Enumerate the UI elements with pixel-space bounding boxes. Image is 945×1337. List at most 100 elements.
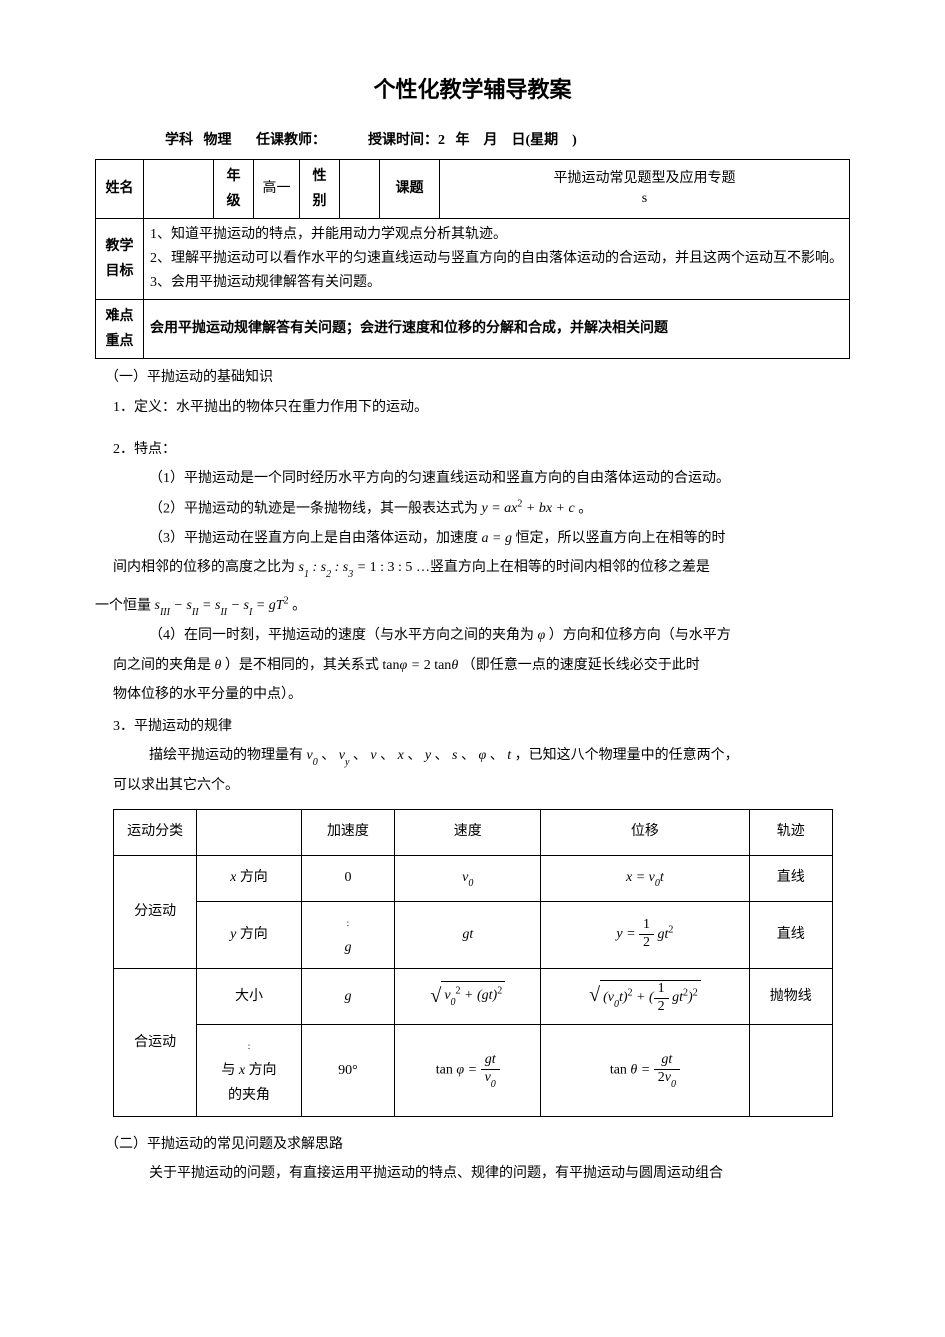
p2-4-line3: 物体位移的水平分量的中点）。: [95, 680, 850, 709]
p2-3f: 。: [289, 598, 307, 613]
cell-angle-disp: tan θ = gt2v0: [541, 1024, 749, 1117]
p2-3-line3: 一个恒量 sIII − sII = sII − sI = gT2 。: [95, 591, 850, 621]
gender-value: [340, 159, 380, 218]
p2-3c: 间内相邻的位移的高度之比为: [113, 560, 299, 575]
ratio-formula: s1 : s2 : s3 = 1 : 3 : 5: [299, 560, 413, 575]
grade-label: 年级: [214, 159, 254, 218]
info-table: 姓名 年级 高一 性别 课题 平抛运动常见题型及应用专题 s 教学 目标 1、知…: [95, 159, 850, 359]
table-row: 合运动 大小 g √v02 + (gt)2 √(v0t)2 + (12 gt2)…: [114, 968, 833, 1024]
th-traj: 轨迹: [749, 809, 832, 855]
cell-x-traj: 直线: [749, 855, 832, 901]
p3-b: ，已知这八个物理量中的任意两个，: [511, 748, 739, 763]
cell-mag-traj: 抛物线: [749, 968, 832, 1024]
p2-3b: 恒定，所以竖直方向上在相等的时: [512, 531, 726, 546]
p2-3-line1: （3）平抛运动在竖直方向上是自由落体运动，加速度 a = g 恒定，所以竖直方向…: [95, 524, 850, 553]
meta-line: 学科 物理 任课教师： 授课时间：2 年 月 日(星期 ): [95, 128, 850, 153]
difficulty-text: 会用平抛运动规律解答有关问题；会进行速度和位移的分解和合成，并解决相关问题: [144, 299, 850, 358]
name-label: 姓名: [96, 159, 144, 218]
topic-label: 课题: [380, 159, 440, 218]
p2-2a: （2）平抛运动的轨迹是一条抛物线，其一般表达式为: [149, 501, 482, 516]
day-label: 日(星期: [512, 128, 559, 153]
p1-text: 水平抛出的物体只在重力作用下的运动。: [176, 400, 428, 415]
year-label: 年: [456, 128, 470, 153]
topic-line2: s: [642, 191, 647, 206]
cell-x-disp: x = v0t: [541, 855, 749, 901]
cell-angle-dir: :与 x 方向的夹角: [197, 1024, 301, 1117]
page-title: 个性化教学辅导教案: [95, 70, 850, 110]
cell-y-dir: y 方向: [197, 901, 301, 968]
p2-3d: …竖直方向上在相等的时间内相邻的位移之差是: [412, 560, 710, 575]
th-disp: 位移: [541, 809, 749, 855]
objectives-cell: 1、知道平抛运动的特点，并能用动力学观点分析其轨迹。 2、理解平抛运动可以看作水…: [144, 219, 850, 299]
th-dir: [197, 809, 301, 855]
cell-mag-acc: g: [301, 968, 395, 1024]
cell-cat-sub: 分运动: [114, 855, 197, 968]
table-row: y 方向 :g gt y = 12 gt2 直线: [114, 901, 833, 968]
section1-head: （一）平抛运动的基础知识: [95, 365, 850, 390]
table-header-row: 运动分类 加速度 速度 位移 轨迹: [114, 809, 833, 855]
const-diff-formula: sIII − sII = sII − sI = gT2: [155, 598, 289, 613]
cell-y-disp: y = 12 gt2: [541, 901, 749, 968]
teacher-label: 任课教师：: [256, 128, 326, 153]
p2-4e: （即任意一点的速度延长线必交于此时: [458, 658, 700, 673]
a-eq-g: a = g: [482, 531, 512, 546]
p2-3a: （3）平抛运动在竖直方向上是自由落体运动，加速度: [149, 531, 482, 546]
th-cat: 运动分类: [114, 809, 197, 855]
p1-label: 1．定义：: [113, 400, 176, 415]
obj-line2: 2、理解平抛运动可以看作水平的匀速直线运动与竖直方向的自由落体运动的合运动，并且…: [150, 247, 843, 271]
p2-2: （2）平抛运动的轨迹是一条抛物线，其一般表达式为 y = ax2 + bx + …: [95, 494, 850, 524]
cell-angle-vel: tan φ = gtv0: [395, 1024, 541, 1117]
formula-table: 运动分类 加速度 速度 位移 轨迹 分运动 x 方向 0 v0 x = v0t …: [113, 809, 833, 1118]
month-label: 月: [484, 128, 498, 153]
cell-cat-comb: 合运动: [114, 968, 197, 1116]
name-value: [144, 159, 214, 218]
p2-4a: （4）在同一时刻，平抛运动的速度（与水平方向之间的夹角为: [149, 628, 538, 643]
cell-angle-acc: 90°: [301, 1024, 395, 1117]
obj-line1: 1、知道平抛运动的特点，并能用动力学观点分析其轨迹。: [150, 223, 843, 247]
p2-label: 2．特点：: [95, 436, 850, 464]
def-line: 1．定义：水平抛出的物体只在重力作用下的运动。: [95, 394, 850, 422]
grade-value: 高一: [254, 159, 300, 218]
p3-a: 描绘平抛运动的物理量有: [149, 748, 307, 763]
p2-4c: 向之间的夹角是: [113, 658, 215, 673]
section2-text: 关于平抛运动的问题，有直接运用平抛运动的特点、规律的问题，有平抛运动与圆周运动组…: [95, 1159, 850, 1188]
cell-x-vel: v0: [395, 855, 541, 901]
p3-label: 3．平抛运动的规律: [95, 713, 850, 741]
p2-4b: ）方向和位移方向（与水平方: [545, 628, 731, 643]
p2-4d: ）是不相同的，其关系式: [221, 658, 382, 673]
tan-rel: tanφ = 2 tanθ: [382, 658, 458, 673]
cell-angle-traj: [749, 1024, 832, 1117]
subject-label: 学科: [165, 128, 193, 153]
p3-line2: 可以求出其它六个。: [95, 771, 850, 800]
obj-line3: 3、会用平抛运动规律解答有关问题。: [150, 271, 843, 295]
cell-y-vel: gt: [395, 901, 541, 968]
topic-value: 平抛运动常见题型及应用专题 s: [440, 159, 850, 218]
subject-value: 物理: [204, 128, 232, 153]
table-row: :与 x 方向的夹角 90° tan φ = gtv0 tan θ = gt2v…: [114, 1024, 833, 1117]
p2-3-line2: 间内相邻的位移的高度之比为 s1 : s2 : s3 = 1 : 3 : 5 ……: [95, 553, 850, 583]
table-row: 分运动 x 方向 0 v0 x = v0t 直线: [114, 855, 833, 901]
p3-line1: 描绘平抛运动的物理量有 v0 、 vy 、 v 、 x 、 y 、 s 、 φ …: [95, 741, 850, 771]
vars-list: v0 、 vy 、 v 、 x 、 y 、 s 、 φ 、 t: [307, 748, 512, 763]
p2-1: （1）平抛运动是一个同时经历水平方向的匀速直线运动和竖直方向的自由落体运动的合运…: [95, 464, 850, 493]
gender-label: 性别: [300, 159, 340, 218]
th-acc: 加速度: [301, 809, 395, 855]
p2-4-line1: （4）在同一时刻，平抛运动的速度（与水平方向之间的夹角为 φ ）方向和位移方向（…: [95, 621, 850, 650]
p2-3e: 一个恒量: [95, 598, 155, 613]
topic-line1: 平抛运动常见题型及应用专题: [554, 171, 736, 186]
section2-head: （二）平抛运动的常见问题及求解思路: [95, 1131, 850, 1159]
quadratic-formula: y = ax2 + bx + c: [482, 501, 575, 516]
time-label: 授课时间：2: [368, 128, 445, 153]
cell-y-traj: 直线: [749, 901, 832, 968]
close-paren: ): [572, 128, 577, 153]
cell-x-dir: x 方向: [197, 855, 301, 901]
p2-4-line2: 向之间的夹角是 θ ）是不相同的，其关系式 tanφ = 2 tanθ （即任意…: [95, 651, 850, 680]
cell-y-acc: :g: [301, 901, 395, 968]
cell-mag-vel: √v02 + (gt)2: [395, 968, 541, 1024]
cell-mag-dir: 大小: [197, 968, 301, 1024]
objectives-label: 教学 目标: [96, 219, 144, 299]
difficulty-label: 难点 重点: [96, 299, 144, 358]
cell-x-acc: 0: [301, 855, 395, 901]
th-vel: 速度: [395, 809, 541, 855]
p2-2b: 。: [575, 501, 593, 516]
